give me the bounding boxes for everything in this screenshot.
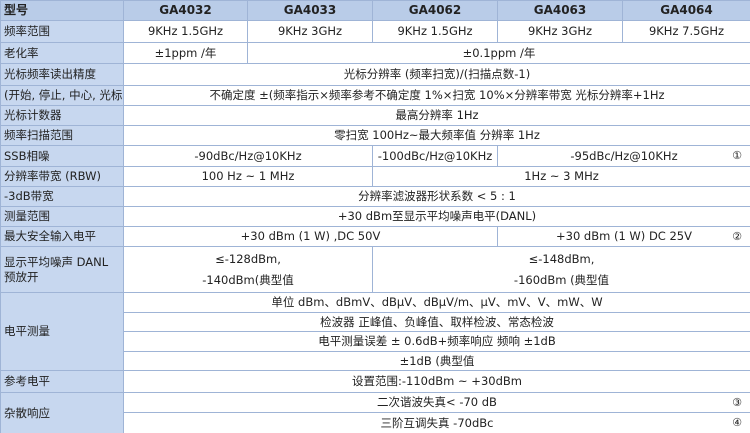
cell-line: ≤-128dBm, [215,252,281,267]
row-label: 光标频率读出精度 [0,63,124,86]
row-label: 频率扫描范围 [0,125,124,146]
label-line: 预放开 [4,269,39,284]
cell: 单位 dBm、dBmV、dBμV、dBμV/m、μV、mV、V、mW、W [123,292,750,313]
header-label: 型号 [0,0,124,21]
cell-text: +30 dBm (1 W) DC 25V [556,229,692,244]
cell-line: ≤-148dBm, [528,252,595,267]
header-row: 型号 GA4032 GA4033 GA4062 GA4063 GA4064 [0,0,750,21]
label-line: 显示平均噪声 DANL [4,255,109,270]
row-label: SSB相噪 [0,145,124,167]
cell: ≤-128dBm, -140dBm(典型值 [123,246,373,293]
row-label: 参考电平 [0,370,124,393]
cell: ±1dB (典型值 [123,351,750,371]
row-label: 测量范围 [0,206,124,227]
cell-text: 三阶互调失真 -70dBc [380,415,494,430]
row-label: 显示平均噪声 DANL 预放开 [0,246,124,293]
cell: +30 dBm (1 W) ,DC 50V [123,226,498,247]
cell: +30 dBm (1 W) DC 25V ② [497,226,750,247]
cell: ±1ppm /年 [123,42,248,64]
cell: ≤-148dBm, -160dBm (典型值 [372,246,750,293]
cell-line: -160dBm (典型值 [513,272,610,287]
cell: 9KHz 3GHz [497,20,623,43]
cell: 9KHz 1.5GHz [372,20,498,43]
cell-text: 二次谐波失真< -70 dB [377,395,497,410]
note: ① [732,149,742,163]
cell: 9KHz 1.5GHz [123,20,248,43]
cell: 设置范围:-110dBm ~ +30dBm [123,370,750,393]
row-label: -3dB带宽 [0,186,124,207]
row-label: 杂散响应 [0,392,124,433]
cell: 不确定度 ±(频率指示×频率参考不确定度 1%×扫宽 10%×分辨率带宽 光标分… [123,85,750,106]
row-label: 分辨率带宽 (RBW) [0,166,124,187]
cell: -100dBc/Hz@10KHz [372,145,498,167]
note: ④ [732,416,742,430]
model: GA4062 [372,0,498,21]
model: GA4063 [497,0,623,21]
cell: 二次谐波失真< -70 dB ③ [123,392,750,413]
note: ③ [732,395,742,409]
cell: 零扫宽 100Hz~最大频率值 分辨率 1Hz [123,125,750,146]
cell: 电平测量误差 ± 0.6dB+频率响应 频响 ±1dB [123,331,750,352]
row-label: 最大安全输入电平 [0,226,124,247]
cell: -95dBc/Hz@10KHz ① [497,145,750,167]
row-label: 电平测量 [0,292,124,371]
cell: ±0.1ppm /年 [247,42,750,64]
cell: 检波器 正峰值、负峰值、取样检波、常态检波 [123,312,750,332]
cell: 最高分辨率 1Hz [123,105,750,126]
cell-line: -140dBm(典型值 [202,272,294,287]
model: GA4064 [622,0,750,21]
cell: 1Hz ~ 3 MHz [372,166,750,187]
cell-text: -95dBc/Hz@10KHz [570,148,678,163]
cell: +30 dBm至显示平均噪声电平(DANL) [123,206,750,227]
cell: 三阶互调失真 -70dBc ④ [123,412,750,433]
cell: 100 Hz ~ 1 MHz [123,166,373,187]
model: GA4033 [247,0,373,21]
cell: 光标分辨率 (频率扫宽)/(扫描点数-1) [123,63,750,86]
model: GA4032 [123,0,248,21]
row-label: 老化率 [0,42,124,64]
row-label: 频率范围 [0,20,124,43]
cell: 9KHz 3GHz [247,20,373,43]
cell: 分辨率滤波器形状系数 < 5 : 1 [123,186,750,207]
row-label: (开始, 停止, 中心, 光标) [0,85,124,106]
row-label: 光标计数器 [0,105,124,126]
cell: 9KHz 7.5GHz [622,20,750,43]
note: ② [732,229,742,243]
cell: -90dBc/Hz@10KHz [123,145,373,167]
